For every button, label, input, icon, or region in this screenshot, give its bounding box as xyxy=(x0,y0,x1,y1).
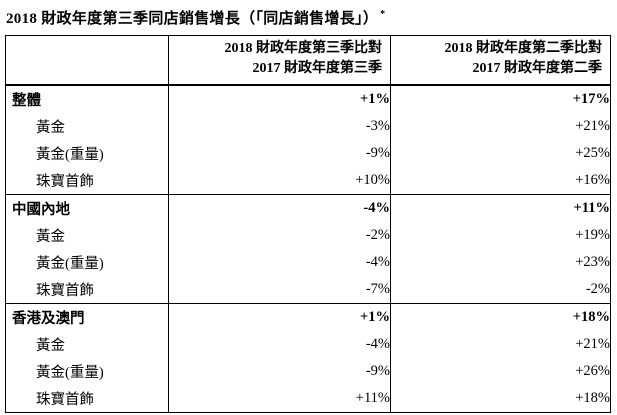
row-label: 黃金(重量) xyxy=(36,256,104,272)
row-label: 珠寶首飾 xyxy=(36,174,94,190)
q3-value: -2% xyxy=(168,222,391,249)
q2-value: +25% xyxy=(390,140,611,167)
table-row: 黃金 -2% +19% xyxy=(6,222,611,249)
row-label: 珠寶首飾 xyxy=(36,392,94,408)
q2-header-line2: 2017 財政年度第二季 xyxy=(472,61,603,76)
group-overall: 整體 +1% +17% 黃金 -3% +21% 黃金(重量) -9% +25% … xyxy=(5,85,611,195)
row-label: 整體 xyxy=(12,93,41,109)
q2-value: +21% xyxy=(390,331,611,358)
table-row: 珠寶首飾 +11% +18% xyxy=(6,385,611,413)
q2-value: +26% xyxy=(390,358,611,385)
table-row: 黃金(重量) -4% +23% xyxy=(6,249,611,276)
footnote-marker: * xyxy=(380,9,386,20)
q3-header-line1: 2018 財政年度第三季比對 xyxy=(224,41,383,56)
table-row: 珠寶首飾 +10% +16% xyxy=(6,167,611,195)
group-mainland-china: 中國內地 -4% +11% 黃金 -2% +19% 黃金(重量) -4% +23… xyxy=(5,194,611,304)
q3-value: -9% xyxy=(168,140,391,167)
q3-value: -4% xyxy=(168,331,391,358)
q2-comparison-header: 2018 財政年度第二季比對 2017 財政年度第二季 xyxy=(390,35,611,85)
table-row: 珠寶首飾 -7% -2% xyxy=(6,276,611,304)
table-row: 黃金 -3% +21% xyxy=(6,113,611,140)
q2-value: +17% xyxy=(390,85,611,113)
q3-value: -4% xyxy=(168,194,391,222)
table-header: 2018 財政年度第三季比對 2017 財政年度第三季 2018 財政年度第二季… xyxy=(5,35,611,86)
q2-value: -2% xyxy=(390,276,611,304)
section-title-text: 2018 財政年度第三季同店銷售增長（「同店銷售增長」） xyxy=(6,11,379,27)
q3-value: +11% xyxy=(168,385,391,413)
row-label: 中國內地 xyxy=(12,202,70,218)
q2-value: +16% xyxy=(390,167,611,195)
row-label: 黃金 xyxy=(36,338,65,354)
row-label: 黃金(重量) xyxy=(36,365,104,381)
row-label: 黃金 xyxy=(36,229,65,245)
q2-value: +18% xyxy=(390,385,611,413)
q3-value: -9% xyxy=(168,358,391,385)
q3-value: -3% xyxy=(168,113,391,140)
q3-value: +10% xyxy=(168,167,391,195)
q3-comparison-header: 2018 財政年度第三季比對 2017 財政年度第三季 xyxy=(168,35,391,85)
row-label: 香港及澳門 xyxy=(12,311,85,327)
q2-value: +11% xyxy=(390,194,611,222)
table-row: 黃金 -4% +21% xyxy=(6,331,611,358)
q2-value: +23% xyxy=(390,249,611,276)
group-hongkong-macau: 香港及澳門 +1% +18% 黃金 -4% +21% 黃金(重量) -9% +2… xyxy=(5,303,611,413)
q3-value: -7% xyxy=(168,276,391,304)
q3-value: -4% xyxy=(168,249,391,276)
q3-header-line2: 2017 財政年度第三季 xyxy=(252,61,383,76)
table-row: 黃金(重量) -9% +26% xyxy=(6,358,611,385)
q2-header-line1: 2018 財政年度第二季比對 xyxy=(444,41,603,56)
section-title: 2018 財政年度第三季同店銷售增長（「同店銷售增長」） * xyxy=(6,7,611,28)
same-store-sales-growth-table: 2018 財政年度第三季比對 2017 財政年度第三季 2018 財政年度第二季… xyxy=(5,35,611,413)
category-header-cell-empty xyxy=(6,36,169,86)
table-row: 黃金(重量) -9% +25% xyxy=(6,140,611,167)
q2-value: +18% xyxy=(390,303,611,331)
table-row-group-header: 香港及澳門 +1% +18% xyxy=(6,303,611,331)
q3-value: +1% xyxy=(168,85,391,113)
row-label: 珠寶首飾 xyxy=(36,283,94,299)
header-row: 2018 財政年度第三季比對 2017 財政年度第三季 2018 財政年度第二季… xyxy=(6,35,611,86)
q2-value: +21% xyxy=(390,113,611,140)
table-row-group-header: 中國內地 -4% +11% xyxy=(6,194,611,222)
row-label: 黃金(重量) xyxy=(36,147,104,163)
row-label: 黃金 xyxy=(36,120,65,136)
q2-value: +19% xyxy=(390,222,611,249)
table-row-group-header: 整體 +1% +17% xyxy=(6,85,611,113)
q3-value: +1% xyxy=(168,303,391,331)
